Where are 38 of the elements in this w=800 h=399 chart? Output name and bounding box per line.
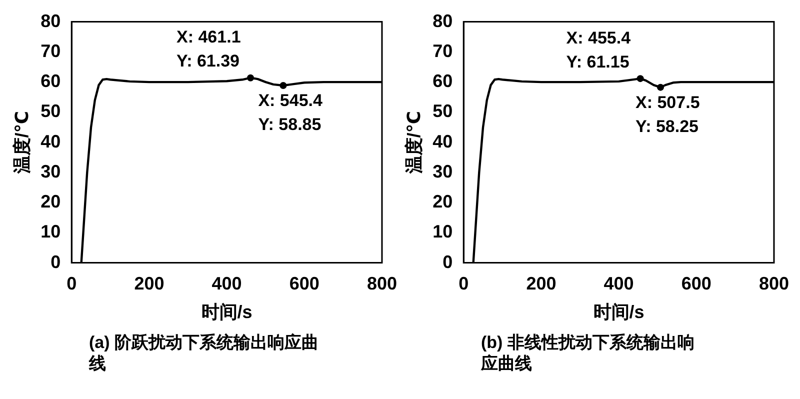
y-tick-label: 20: [40, 192, 61, 212]
x-tick-label: 800: [366, 274, 398, 294]
annotation: X: 461.1 Y: 61.39: [176, 28, 241, 71]
y-tick-label: 60: [40, 71, 61, 92]
y-tick-label: 70: [40, 40, 61, 61]
x-tick-label: 600: [681, 274, 712, 294]
x-tick-label: 600: [289, 274, 320, 294]
y-tick-label: 70: [432, 40, 453, 61]
x-tick-label: 0: [66, 274, 77, 294]
y-tick-label: 80: [40, 10, 61, 31]
y-tick-label: 20: [432, 192, 453, 212]
annotation: X: 507.5 Y: 58.25: [636, 93, 700, 136]
x-tick-label: 200: [526, 274, 556, 294]
x-axis-title: 时间/s: [201, 302, 252, 322]
y-axis-title: 温度/℃: [12, 110, 32, 175]
y-tick-label: 80: [432, 10, 453, 31]
y-tick-label: 0: [442, 252, 453, 272]
y-tick-label: 60: [432, 71, 453, 92]
annotation: X: 545.4 Y: 58.85: [258, 91, 324, 134]
x-tick-label: 800: [758, 274, 790, 294]
text: (a) 阶跃扰动下系统输出响应曲线: [89, 332, 319, 374]
y-tick-label: 10: [40, 222, 61, 242]
x-axis-title: 时间/s: [593, 302, 644, 322]
annotation: X: 455.4 Y: 61.15: [566, 28, 632, 72]
x-tick-label: 0: [458, 274, 469, 294]
y-tick-label: 30: [40, 161, 61, 182]
text: (b) 非线性扰动下系统输出响应曲线: [481, 332, 696, 374]
y-tick-label: 40: [432, 131, 453, 152]
x-tick-label: 400: [212, 274, 242, 294]
y-tick-label: 10: [432, 222, 453, 242]
x-tick-label: 200: [134, 274, 164, 294]
y-axis-title: 温度/℃: [404, 110, 424, 175]
y-tick-label: 40: [40, 131, 61, 152]
y-tick-label: 50: [432, 101, 453, 122]
x-tick-label: 400: [604, 274, 634, 294]
y-tick-label: 30: [432, 161, 453, 182]
y-tick-label: 50: [40, 101, 61, 122]
y-tick-label: 0: [50, 252, 61, 272]
